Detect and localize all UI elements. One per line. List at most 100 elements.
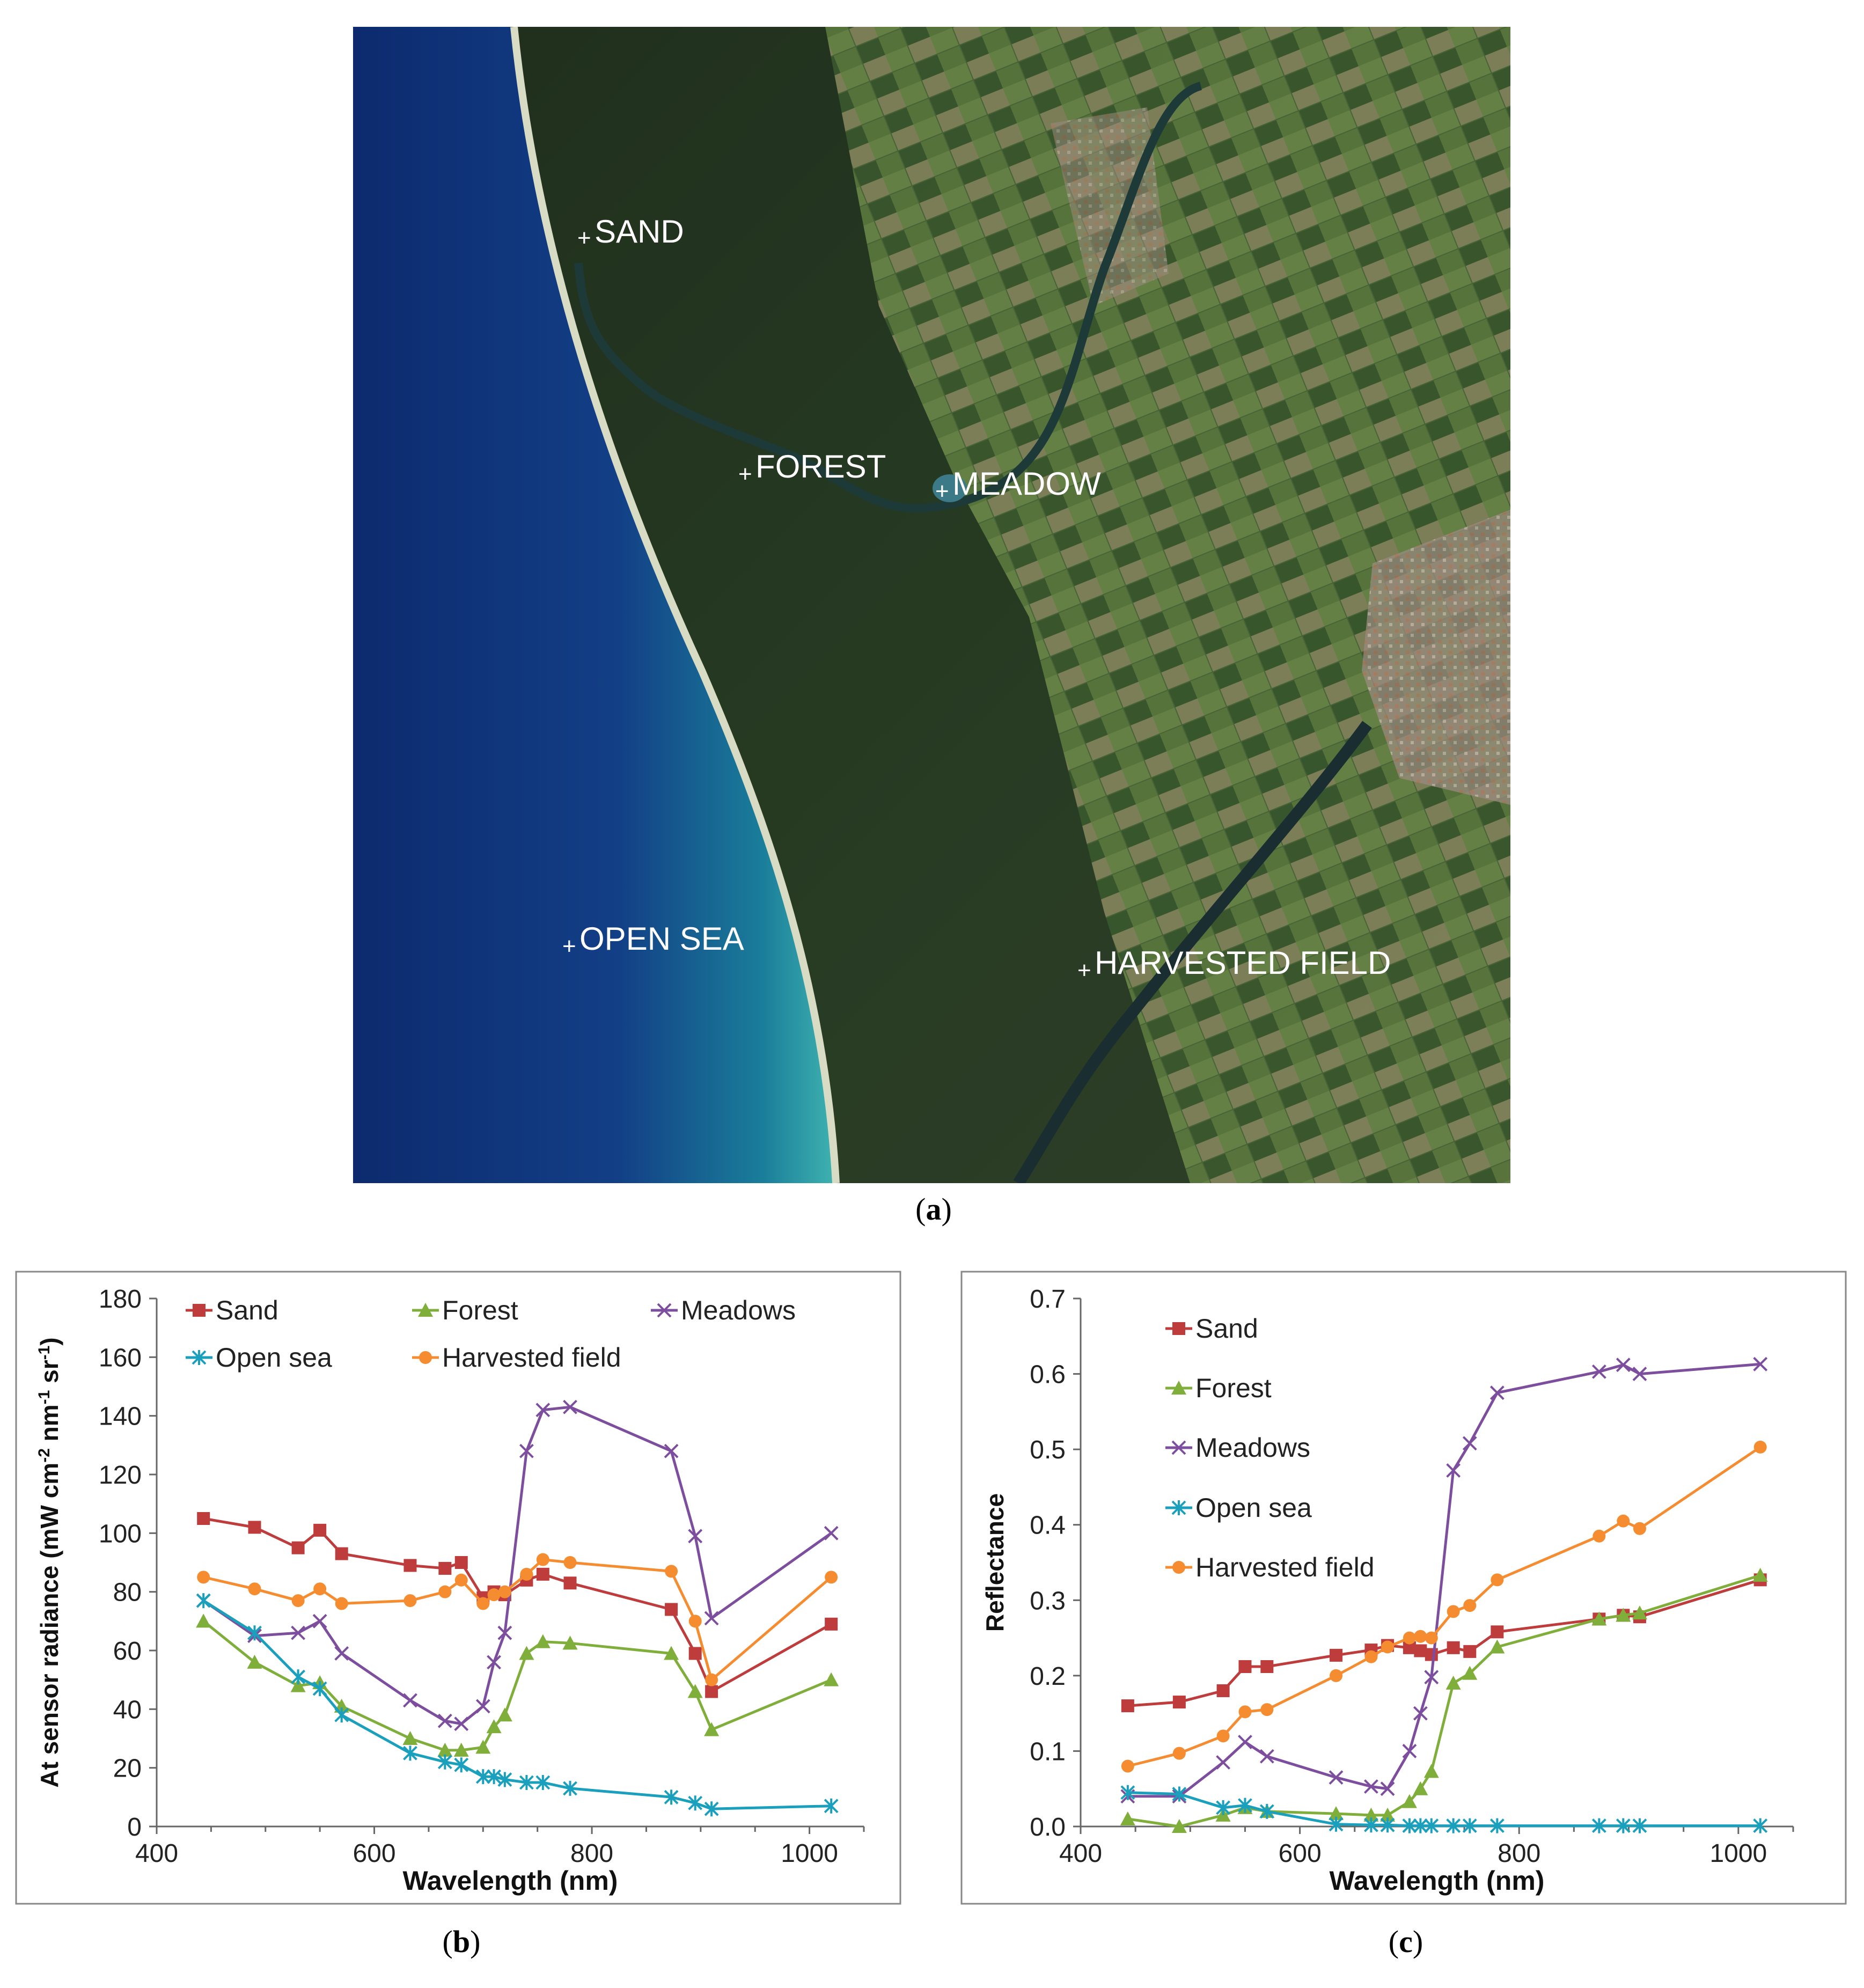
chart-b-point-open_sea xyxy=(824,1798,839,1814)
chart-b-point-sand xyxy=(197,1512,210,1525)
chart-c-point-forest xyxy=(1752,1567,1768,1582)
chart-b-point-meadows xyxy=(475,1699,490,1714)
chart-b-point-harvested xyxy=(454,1573,468,1587)
chart-b-y-tick-label: 160 xyxy=(99,1344,142,1372)
chart-c-point-meadows xyxy=(1446,1463,1461,1478)
chart-b-point-meadows xyxy=(535,1403,551,1418)
chart-b-point-open_sea xyxy=(497,1772,512,1787)
chart-c-legend-item-sand: Sand xyxy=(1165,1314,1258,1344)
chart-b-point-open_sea xyxy=(535,1775,551,1790)
chart-b-point-meadows xyxy=(704,1611,719,1626)
chart-b-legend-marker-harvested xyxy=(419,1351,432,1364)
chart-c-point-meadows xyxy=(1238,1735,1252,1749)
chart-b-point-forest xyxy=(402,1731,418,1745)
chart-b-x-label: Wavelength (nm) xyxy=(403,1866,618,1896)
chart-b-point-sand xyxy=(825,1617,838,1631)
chart-b-x-tick-label: 1000 xyxy=(781,1839,838,1868)
chart-c-y-tick-label: 0.7 xyxy=(1030,1285,1066,1314)
chart-c-point-forest xyxy=(1120,1811,1135,1825)
chart-c-point-open_sea xyxy=(1616,1818,1631,1833)
chart-c-y-tick-label: 0.3 xyxy=(1030,1587,1066,1615)
chart-c-point-sand xyxy=(1330,1648,1343,1662)
chart-c-point-open_sea xyxy=(1402,1818,1417,1833)
chart-b-legend-item-meadows: Meadows xyxy=(651,1295,796,1325)
chart-b-point-open_sea xyxy=(247,1625,262,1641)
chart-b-point-forest xyxy=(824,1672,839,1686)
chart-b-y-label-part: ) xyxy=(35,1337,63,1345)
chart-c-legend-label-meadows: Meadows xyxy=(1195,1433,1310,1463)
chart-c-frame xyxy=(960,1271,1847,1905)
chart-b-y-label-part: At sensor radiance (mW cm xyxy=(35,1463,63,1788)
chart-b-point-forest xyxy=(247,1654,262,1669)
chart-c-x-tick-label: 400 xyxy=(1059,1839,1102,1868)
chart-b-point-sand xyxy=(335,1547,348,1560)
caption-b-letter: b xyxy=(452,1924,471,1959)
chart-c-point-open_sea xyxy=(1446,1818,1461,1833)
chart-b-y-tick-label: 80 xyxy=(113,1579,142,1607)
chart-b-point-harvested xyxy=(665,1565,678,1578)
chart-c-point-open_sea xyxy=(1413,1818,1428,1833)
chart-b-point-open_sea xyxy=(437,1754,452,1770)
chart-b-point-forest xyxy=(475,1740,491,1754)
chart-b-point-sand xyxy=(563,1576,577,1590)
chart-b-point-forest xyxy=(687,1684,703,1698)
caption-b-close: ) xyxy=(470,1924,481,1959)
chart-c-series-harvested xyxy=(1121,1440,1767,1773)
chart-b-point-open_sea xyxy=(196,1593,211,1609)
chart-b-point-meadows xyxy=(487,1655,501,1670)
chart-b-x-tick-label: 600 xyxy=(353,1839,395,1868)
chart-c-point-sand xyxy=(1172,1696,1186,1709)
chart-b-point-forest xyxy=(519,1646,534,1660)
chart-c-point-harvested xyxy=(1463,1599,1477,1612)
chart-c-point-forest xyxy=(1591,1611,1607,1626)
chart-reflectance: 0.0 0.1 0.2 0.3 0.4 0.5 0.6 0.7 400 600 800 1000 Wav… xyxy=(960,1271,1847,1905)
chart-b-legend-label-harvested: Harvested field xyxy=(442,1343,621,1373)
chart-b-point-harvested xyxy=(335,1597,348,1610)
chart-c-point-harvested xyxy=(1238,1705,1252,1719)
chart-c-point-sand xyxy=(1216,1684,1230,1697)
marker-forest-label: FOREST xyxy=(755,449,886,485)
chart-b-legend-item-harvested: Harvested field xyxy=(412,1343,621,1373)
chart-b-point-harvested xyxy=(536,1553,549,1566)
chart-b-point-meadows xyxy=(497,1625,512,1640)
chart-radiance: 0 20 40 60 80 100 120 140 160 180 400 600 800 1000 Wav… xyxy=(15,1271,901,1905)
chart-b-legend-label-forest: Forest xyxy=(442,1295,518,1325)
chart-c-point-open_sea xyxy=(1632,1818,1647,1833)
chart-c-point-harvested xyxy=(1414,1630,1427,1643)
chart-c-point-open_sea xyxy=(1259,1803,1274,1819)
chart-c-legend-label-forest: Forest xyxy=(1195,1373,1272,1403)
town-area xyxy=(1362,510,1510,805)
chart-c-point-sand xyxy=(1121,1699,1134,1713)
chart-b-point-sand xyxy=(438,1561,452,1575)
chart-c-y-tick-label: 0.0 xyxy=(1030,1813,1066,1842)
chart-c-point-open_sea xyxy=(1172,1786,1187,1802)
chart-c-point-forest xyxy=(1329,1806,1344,1821)
chart-c-point-forest xyxy=(1380,1807,1396,1822)
chart-b-point-forest xyxy=(497,1707,512,1722)
chart-c-legend-marker-harvested xyxy=(1172,1561,1185,1574)
chart-b-point-harvested xyxy=(313,1582,327,1596)
chart-c-point-meadows xyxy=(1591,1364,1606,1379)
chart-c-point-open_sea xyxy=(1591,1818,1606,1833)
chart-b-legend-item-forest: Forest xyxy=(412,1295,518,1325)
chart-b-point-meadows xyxy=(563,1399,577,1414)
chart-c-legend-marker-meadows xyxy=(1171,1440,1186,1455)
chart-c-y-tick-label: 0.6 xyxy=(1030,1361,1066,1389)
chart-c-point-open_sea xyxy=(1329,1816,1344,1832)
chart-b-point-harvested xyxy=(487,1588,501,1602)
marker-meadow-cross: + xyxy=(935,478,949,504)
chart-b-point-meadows xyxy=(403,1693,417,1708)
chart-b-y-label-part: -2 xyxy=(35,1448,53,1463)
chart-b-point-meadows xyxy=(688,1529,703,1544)
caption-a: (a) xyxy=(869,1191,998,1227)
chart-c-y-tick-label: 0.5 xyxy=(1030,1436,1066,1464)
chart-b-point-forest xyxy=(535,1634,551,1648)
chart-b-point-meadows xyxy=(664,1443,679,1458)
chart-b-point-harvested xyxy=(476,1597,490,1610)
chart-c-point-harvested xyxy=(1216,1729,1230,1743)
satellite-image: + SAND + FOREST + MEADOW + OPEN SEA + HA… xyxy=(353,27,1510,1183)
chart-c-point-open_sea xyxy=(1364,1817,1378,1833)
caption-c-letter: c xyxy=(1399,1924,1413,1959)
chart-c-point-sand xyxy=(1238,1660,1252,1673)
chart-c-point-harvested xyxy=(1593,1529,1606,1543)
